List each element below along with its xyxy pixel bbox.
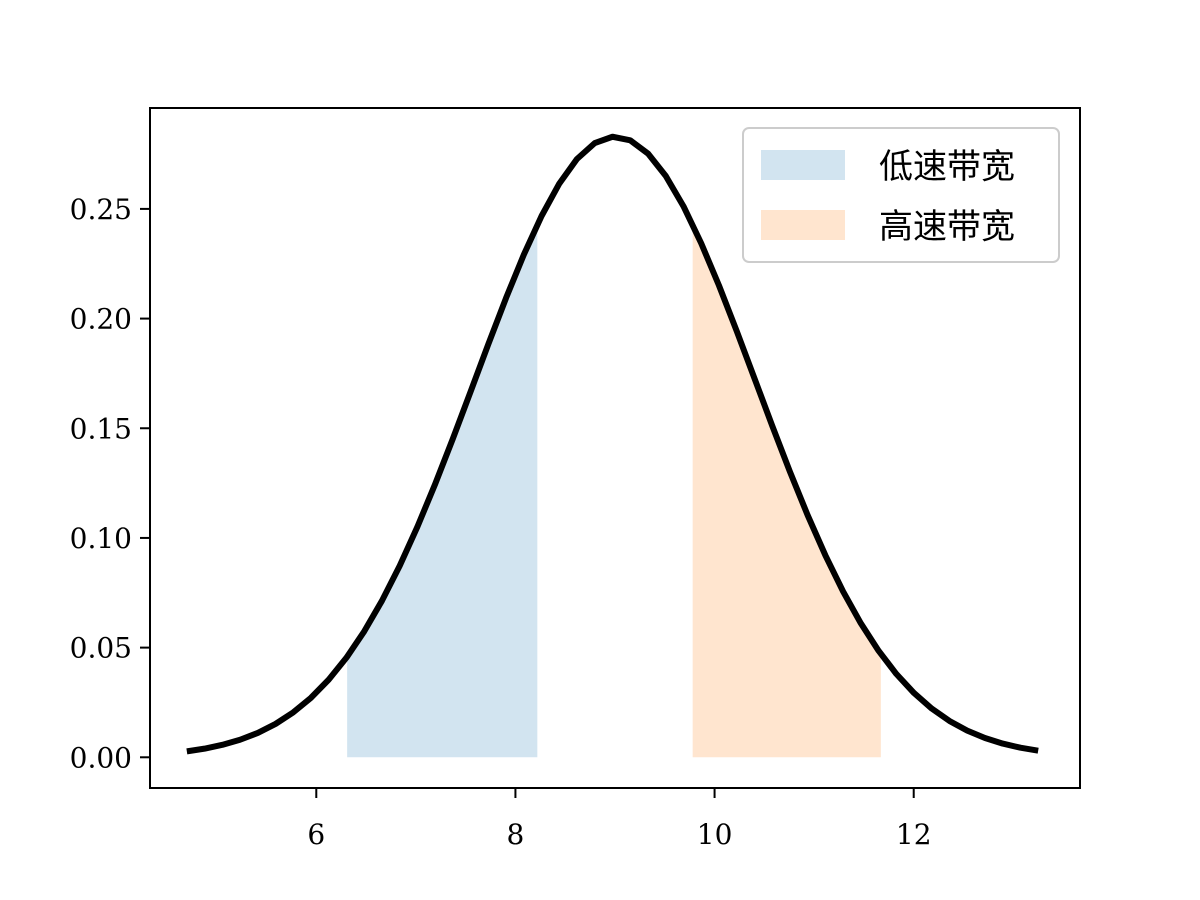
y-tick-label: 0.20 [70, 303, 132, 336]
x-tick-label: 12 [896, 818, 932, 851]
curve-layer [186, 133, 1039, 755]
shaded-region-1 [347, 224, 538, 758]
legend-swatch-2 [761, 210, 845, 240]
density-curve [186, 133, 1039, 755]
y-axis-ticks: 0.00 0.05 0.10 0.15 0.20 0.25 [70, 193, 150, 774]
y-tick-label: 0.05 [70, 632, 132, 665]
legend-label-1: 低速带宽 [879, 147, 1015, 187]
legend-swatch-1 [761, 150, 845, 180]
x-tick-label: 8 [507, 818, 525, 851]
legend-box [742, 127, 1060, 263]
x-tick-label: 6 [307, 818, 325, 851]
y-tick-label: 0.15 [70, 412, 132, 445]
y-tick-label: 0.25 [70, 193, 132, 226]
x-tick-label: 10 [697, 818, 733, 851]
x-axis-ticks: 6 8 10 12 [307, 788, 932, 851]
shaded-region-2 [692, 224, 881, 758]
y-tick-label: 0.10 [70, 522, 132, 555]
shaded-regions [347, 224, 881, 758]
y-tick-label: 0.00 [70, 741, 132, 774]
legend-label-2: 高速带宽 [879, 207, 1015, 247]
plot-frame [149, 107, 1081, 789]
